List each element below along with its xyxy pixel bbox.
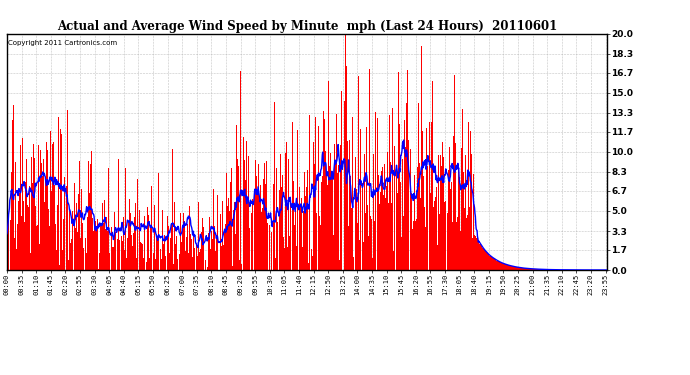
Title: Actual and Average Wind Speed by Minute  mph (Last 24 Hours)  20110601: Actual and Average Wind Speed by Minute … (57, 20, 558, 33)
Text: Copyright 2011 Cartronics.com: Copyright 2011 Cartronics.com (8, 40, 117, 46)
